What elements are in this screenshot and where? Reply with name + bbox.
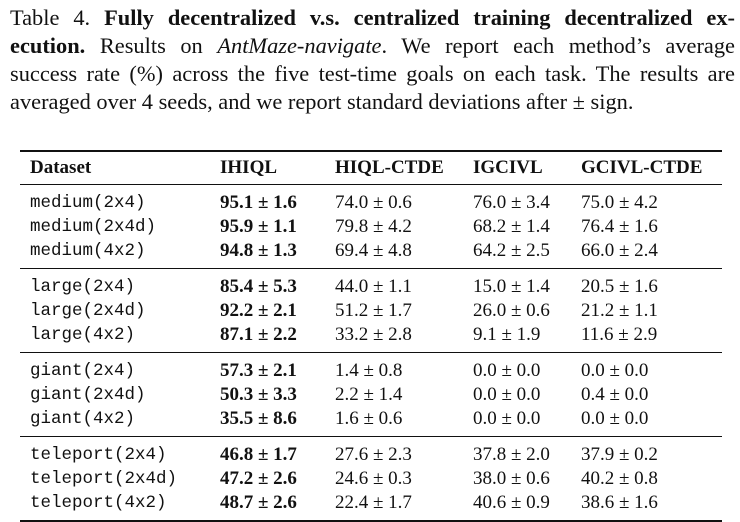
caption-env-name: AntMaze-navigate — [217, 33, 382, 58]
dataset-cell: medium(4x2) — [30, 241, 146, 261]
gcivl-ctde-cell: 40.2 ± 0.8 — [581, 468, 658, 489]
hiql-ctde-cell: 1.6 ± 0.6 — [335, 408, 403, 429]
gcivl-ctde-cell: 11.6 ± 2.9 — [581, 324, 658, 345]
hiql-ctde-cell: 2.2 ± 1.4 — [335, 384, 403, 405]
header-ihiql: IHIQL — [220, 157, 278, 178]
gcivl-ctde-cell: 0.0 ± 0.0 — [581, 408, 649, 429]
header-igcivl: IGCIVL — [473, 157, 543, 178]
igcivl-cell: 0.0 ± 0.0 — [473, 384, 541, 405]
hiql-ctde-cell: 51.2 ± 1.7 — [335, 300, 412, 321]
hiql-ctde-cell: 74.0 ± 0.6 — [335, 192, 412, 213]
ihiql-cell: 85.4 ± 5.3 — [220, 276, 297, 297]
group-large: large(2x4) 85.4 ± 5.3 44.0 ± 1.1 15.0 ± … — [20, 269, 722, 353]
igcivl-cell: 0.0 ± 0.0 — [473, 360, 541, 381]
table-row: giant(2x4) 57.3 ± 2.1 1.4 ± 0.8 0.0 ± 0.… — [20, 353, 722, 384]
gcivl-ctde-cell: 37.9 ± 0.2 — [581, 444, 658, 465]
dataset-cell: teleport(4x2) — [30, 493, 167, 513]
table-row: teleport(2x4) 46.8 ± 1.7 27.6 ± 2.3 37.8… — [20, 437, 722, 468]
group-giant: giant(2x4) 57.3 ± 2.1 1.4 ± 0.8 0.0 ± 0.… — [20, 353, 722, 437]
header-hiql-ctde: HIQL-CTDE — [335, 157, 444, 178]
ihiql-cell: 46.8 ± 1.7 — [220, 444, 297, 465]
hiql-ctde-cell: 27.6 ± 2.3 — [335, 444, 412, 465]
table-row: teleport(4x2) 48.7 ± 2.6 22.4 ± 1.7 40.6… — [20, 491, 722, 521]
gcivl-ctde-cell: 75.0 ± 4.2 — [581, 192, 658, 213]
gcivl-ctde-cell: 38.6 ± 1.6 — [581, 492, 658, 513]
igcivl-cell: 76.0 ± 3.4 — [473, 192, 550, 213]
igcivl-cell: 37.8 ± 2.0 — [473, 444, 550, 465]
gcivl-ctde-cell: 21.2 ± 1.1 — [581, 300, 658, 321]
dataset-cell: large(2x4d) — [30, 301, 146, 321]
table-row: large(2x4d) 92.2 ± 2.1 51.2 ± 1.7 26.0 ±… — [20, 299, 722, 323]
igcivl-cell: 26.0 ± 0.6 — [473, 300, 550, 321]
table-caption: Table 4. Fully decentralized v.s. centra… — [10, 4, 735, 116]
igcivl-cell: 38.0 ± 0.6 — [473, 468, 550, 489]
table-row: medium(2x4d) 95.9 ± 1.1 79.8 ± 4.2 68.2 … — [20, 215, 722, 239]
table-row: teleport(2x4d) 47.2 ± 2.6 24.6 ± 0.3 38.… — [20, 467, 722, 491]
header-row: Dataset IHIQL HIQL-CTDE IGCIVL GCIVL-CTD… — [20, 151, 722, 185]
table-row: medium(2x4) 95.1 ± 1.6 74.0 ± 0.6 76.0 ±… — [20, 185, 722, 216]
header-dataset: Dataset — [30, 157, 92, 178]
group-medium: medium(2x4) 95.1 ± 1.6 74.0 ± 0.6 76.0 ±… — [20, 185, 722, 269]
dataset-cell: teleport(2x4d) — [30, 469, 178, 489]
ihiql-cell: 95.9 ± 1.1 — [220, 216, 297, 237]
dataset-cell: teleport(2x4) — [30, 445, 167, 465]
caption-text-before-env: Results on — [99, 33, 203, 58]
header-gcivl-ctde: GCIVL-CTDE — [581, 157, 703, 178]
gcivl-ctde-cell: 0.4 ± 0.0 — [581, 384, 649, 405]
caption-text-after-env: . We report each method’s average succes… — [10, 33, 735, 114]
hiql-ctde-cell: 79.8 ± 4.2 — [335, 216, 412, 237]
hiql-ctde-cell: 44.0 ± 1.1 — [335, 276, 412, 297]
table-row: large(4x2) 87.1 ± 2.2 33.2 ± 2.8 9.1 ± 1… — [20, 323, 722, 353]
gcivl-ctde-cell: 0.0 ± 0.0 — [581, 360, 649, 381]
igcivl-cell: 40.6 ± 0.9 — [473, 492, 550, 513]
ihiql-cell: 87.1 ± 2.2 — [220, 324, 297, 345]
table-row: giant(2x4d) 50.3 ± 3.3 2.2 ± 1.4 0.0 ± 0… — [20, 383, 722, 407]
ihiql-cell: 57.3 ± 2.1 — [220, 360, 297, 381]
table-row: giant(4x2) 35.5 ± 8.6 1.6 ± 0.6 0.0 ± 0.… — [20, 407, 722, 437]
igcivl-cell: 68.2 ± 1.4 — [473, 216, 550, 237]
results-table: Dataset IHIQL HIQL-CTDE IGCIVL GCIVL-CTD… — [20, 150, 722, 522]
dataset-cell: large(2x4) — [30, 277, 136, 297]
caption-title: Fully decentralized v.s. centralized tra… — [10, 5, 735, 58]
hiql-ctde-cell: 69.4 ± 4.8 — [335, 240, 412, 261]
gcivl-ctde-cell: 20.5 ± 1.6 — [581, 276, 658, 297]
dataset-cell: giant(2x4) — [30, 361, 136, 381]
igcivl-cell: 15.0 ± 1.4 — [473, 276, 550, 297]
table-row: medium(4x2) 94.8 ± 1.3 69.4 ± 4.8 64.2 ±… — [20, 239, 722, 269]
igcivl-cell: 0.0 ± 0.0 — [473, 408, 541, 429]
hiql-ctde-cell: 33.2 ± 2.8 — [335, 324, 412, 345]
ihiql-cell: 35.5 ± 8.6 — [220, 408, 297, 429]
ihiql-cell: 92.2 ± 2.1 — [220, 300, 297, 321]
gcivl-ctde-cell: 66.0 ± 2.4 — [581, 240, 658, 261]
hiql-ctde-cell: 22.4 ± 1.7 — [335, 492, 412, 513]
ihiql-cell: 48.7 ± 2.6 — [220, 492, 297, 513]
igcivl-cell: 9.1 ± 1.9 — [473, 324, 541, 345]
dataset-cell: giant(4x2) — [30, 409, 136, 429]
ihiql-cell: 50.3 ± 3.3 — [220, 384, 297, 405]
ihiql-cell: 95.1 ± 1.6 — [220, 192, 297, 213]
hiql-ctde-cell: 24.6 ± 0.3 — [335, 468, 412, 489]
dataset-cell: large(4x2) — [30, 325, 136, 345]
hiql-ctde-cell: 1.4 ± 0.8 — [335, 360, 403, 381]
igcivl-cell: 64.2 ± 2.5 — [473, 240, 550, 261]
table-row: large(2x4) 85.4 ± 5.3 44.0 ± 1.1 15.0 ± … — [20, 269, 722, 300]
group-teleport: teleport(2x4) 46.8 ± 1.7 27.6 ± 2.3 37.8… — [20, 437, 722, 521]
caption-label: Table 4. — [10, 5, 91, 30]
dataset-cell: giant(2x4d) — [30, 385, 146, 405]
ihiql-cell: 94.8 ± 1.3 — [220, 240, 297, 261]
dataset-cell: medium(2x4) — [30, 193, 146, 213]
gcivl-ctde-cell: 76.4 ± 1.6 — [581, 216, 658, 237]
ihiql-cell: 47.2 ± 2.6 — [220, 468, 297, 489]
dataset-cell: medium(2x4d) — [30, 217, 157, 237]
